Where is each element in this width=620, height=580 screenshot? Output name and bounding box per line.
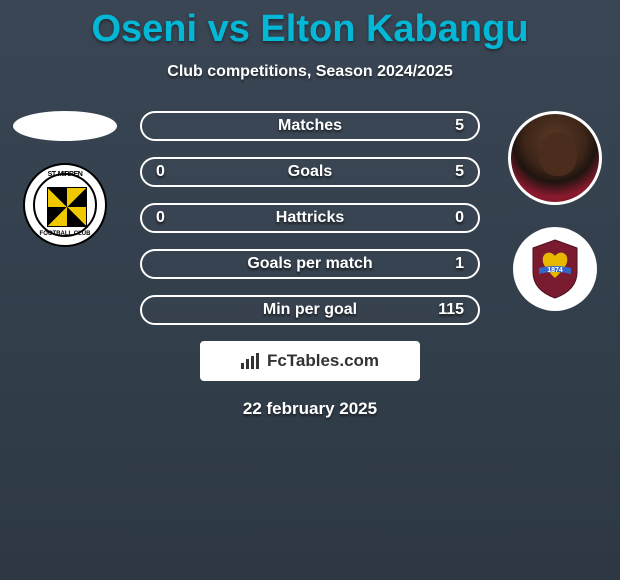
stat-right-value: 5 (440, 117, 464, 135)
stat-label: Hattricks (276, 209, 344, 227)
player-photo (508, 111, 602, 205)
left-column: ST. MIRREN FOOTBALL CLUB (10, 111, 120, 247)
date-text: 22 february 2025 (0, 399, 620, 419)
badge-text-top: ST. MIRREN (25, 171, 105, 178)
comparison-content: ST. MIRREN FOOTBALL CLUB 1874 Matches 5 (0, 111, 620, 419)
stat-right-value: 0 (440, 209, 464, 227)
badge-text-bottom: FOOTBALL CLUB (25, 231, 105, 237)
bar-chart-icon (241, 353, 261, 369)
stat-row-goals-per-match: Goals per match 1 (140, 249, 480, 279)
page-title: Oseni vs Elton Kabangu (0, 0, 620, 51)
subtitle: Club competitions, Season 2024/2025 (0, 63, 620, 81)
badge-checker (47, 187, 87, 227)
stat-right-value: 1 (440, 255, 464, 273)
branding-badge: FcTables.com (200, 341, 420, 381)
player-photo-placeholder (13, 111, 117, 141)
right-column: 1874 (500, 111, 610, 311)
badge-year: 1874 (547, 267, 563, 274)
stat-row-goals: 0 Goals 5 (140, 157, 480, 187)
stat-row-hattricks: 0 Hattricks 0 (140, 203, 480, 233)
stat-right-value: 115 (438, 301, 464, 319)
stat-label: Matches (278, 117, 342, 135)
stat-row-min-per-goal: Min per goal 115 (140, 295, 480, 325)
club-badge-hearts: 1874 (513, 227, 597, 311)
stat-label: Min per goal (263, 301, 357, 319)
hearts-shield-icon: 1874 (527, 238, 583, 300)
stat-left-value: 0 (156, 209, 180, 227)
stat-left-value: 0 (156, 163, 180, 181)
stat-label: Goals per match (247, 255, 372, 273)
branding-text: FcTables.com (267, 351, 379, 371)
club-badge-stmirren: ST. MIRREN FOOTBALL CLUB (23, 163, 107, 247)
stat-label: Goals (288, 163, 332, 181)
stat-right-value: 5 (440, 163, 464, 181)
stat-row-matches: Matches 5 (140, 111, 480, 141)
stats-table: Matches 5 0 Goals 5 0 Hattricks 0 Goals … (140, 111, 480, 325)
